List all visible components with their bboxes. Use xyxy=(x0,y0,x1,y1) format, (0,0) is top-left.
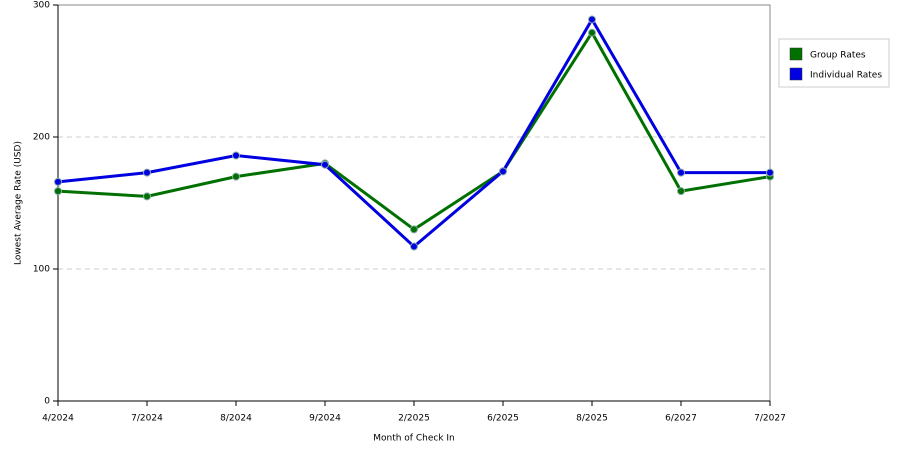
x-tick-label: 8/2025 xyxy=(576,414,608,424)
data-point xyxy=(143,168,151,177)
series-line xyxy=(57,16,770,249)
data-point xyxy=(232,172,240,181)
data-point xyxy=(54,187,62,196)
x-tick-label: 7/2027 xyxy=(754,414,786,424)
data-point xyxy=(410,242,418,251)
x-tick-label: 7/2024 xyxy=(131,414,163,424)
data-point xyxy=(677,168,685,177)
data-point xyxy=(499,167,507,176)
data-point xyxy=(766,168,774,177)
data-point xyxy=(54,177,62,186)
legend-swatch xyxy=(789,67,803,81)
data-point xyxy=(321,160,329,169)
data-point xyxy=(410,225,418,234)
data-point xyxy=(143,192,151,201)
series-line xyxy=(57,29,771,232)
y-tick-label: 0 xyxy=(44,397,50,407)
data-point xyxy=(588,28,596,37)
data-point xyxy=(588,15,596,24)
x-tick-label: 6/2025 xyxy=(487,414,519,424)
x-tick-label: 9/2024 xyxy=(309,414,341,424)
y-tick-label: 200 xyxy=(33,133,50,143)
legend-label: Group Rates xyxy=(810,51,866,61)
x-axis-label: Month of Check In xyxy=(373,434,455,444)
y-axis-label: Lowest Average Rate (USD) xyxy=(14,141,24,265)
data-point xyxy=(232,151,240,160)
x-tick-label: 4/2024 xyxy=(42,414,74,424)
x-tick-label: 6/2027 xyxy=(665,414,697,424)
legend-swatch xyxy=(789,47,803,61)
x-tick-label: 2/2025 xyxy=(398,414,430,424)
data-point xyxy=(677,187,685,196)
x-tick-label: 8/2024 xyxy=(220,414,252,424)
y-tick-label: 300 xyxy=(33,1,50,11)
y-tick-label: 100 xyxy=(33,265,50,275)
plot-frame xyxy=(57,4,771,402)
legend-label: Individual Rates xyxy=(810,71,882,81)
